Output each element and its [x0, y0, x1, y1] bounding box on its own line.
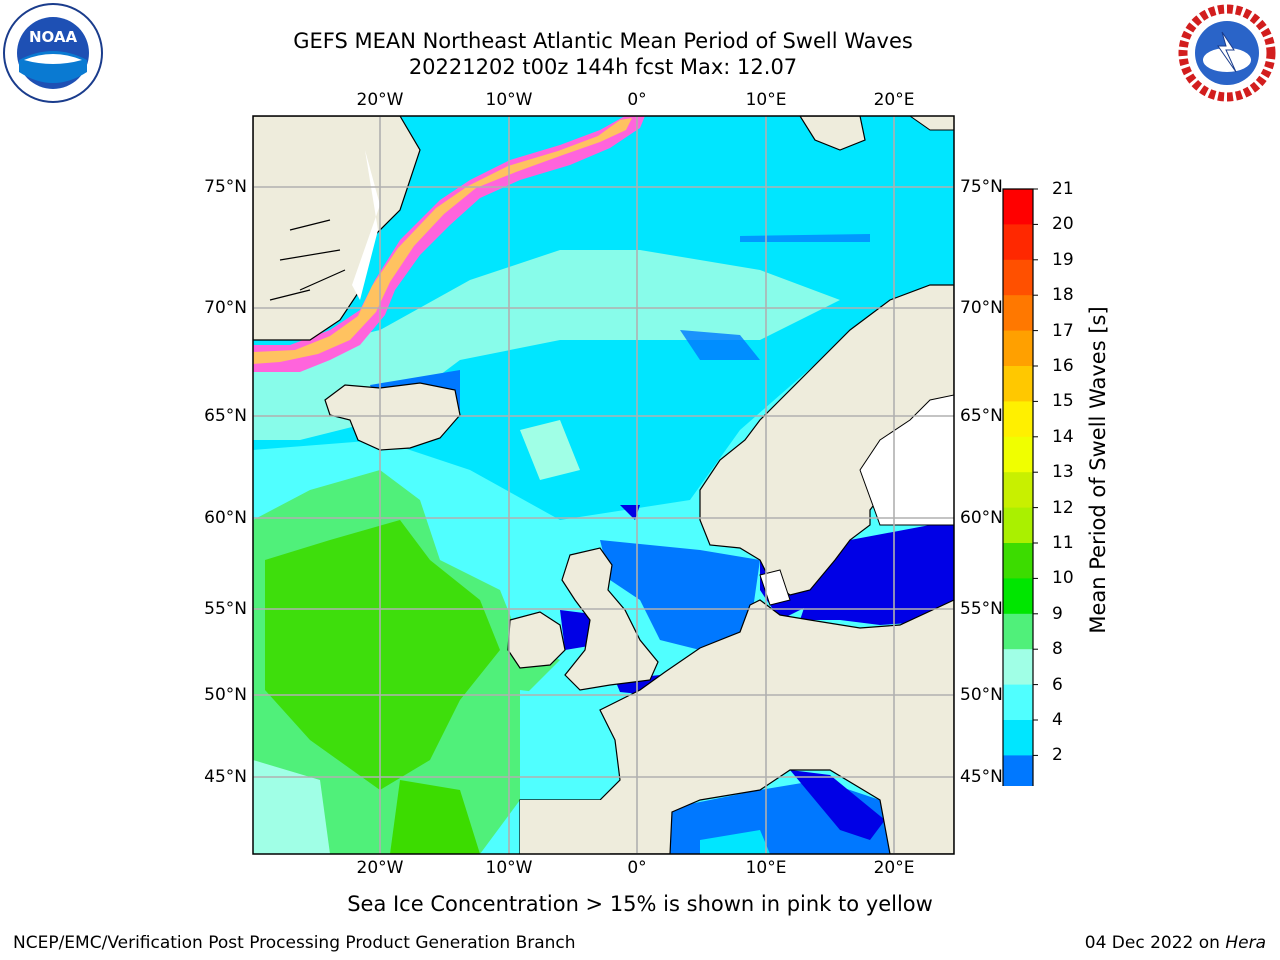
colorbar-tick-label: 15: [1052, 391, 1074, 412]
colorbar-tick-label: 4: [1052, 710, 1063, 730]
colorbar-segment: [1003, 259, 1033, 296]
footer-date: 04 Dec 2022 on Hera: [1085, 933, 1266, 953]
lat-label-right: 55°N: [960, 599, 1003, 619]
lon-label-bottom: 0°: [627, 858, 647, 878]
colorbar-segment: [1003, 401, 1033, 438]
lat-label-right: 60°N: [960, 508, 1003, 528]
lat-label-left: 60°N: [204, 508, 247, 528]
lat-label-left: 75°N: [204, 177, 247, 197]
colorbar-tick-label: 2: [1052, 745, 1063, 766]
great-britain-land: [561, 547, 659, 691]
colorbar-tick-label: 18: [1052, 285, 1074, 306]
colorbar-tick-label: 19: [1052, 249, 1074, 270]
colorbar-segment: [1003, 330, 1033, 367]
lat-label-right: 75°N: [960, 177, 1003, 197]
lat-label-left: 50°N: [204, 685, 247, 705]
colorbar-tick-label: 10: [1052, 568, 1074, 589]
colorbar-segment: [1003, 578, 1033, 615]
colorbar-segment: [1003, 755, 1033, 786]
continental-europe-land: [519, 560, 954, 854]
colorbar-title: Mean Period of Swell Waves [s]: [1086, 306, 1110, 634]
colorbar-segment: [1003, 613, 1033, 650]
svg-text:NOAA: NOAA: [29, 28, 78, 46]
colorbar-tick-label: 11: [1052, 533, 1074, 553]
colorbar-segment: [1003, 366, 1033, 402]
lat-label-left: 65°N: [204, 406, 247, 426]
lon-label-top: 10°E: [745, 90, 787, 110]
lon-label-top: 0°: [627, 90, 647, 110]
lat-label-left: 45°N: [204, 767, 247, 787]
footer-machine: Hera: [1225, 933, 1266, 953]
graticule: [253, 116, 954, 854]
colorbar-segment: [1003, 472, 1033, 509]
lon-label-top: 20°W: [356, 90, 404, 110]
lat-label-left: 55°N: [204, 599, 247, 619]
colorbar-tick-label: 20: [1052, 214, 1074, 235]
lon-label-bottom: 10°W: [485, 858, 533, 878]
lon-label-bottom: 20°E: [873, 858, 915, 878]
footer-branch: NCEP/EMC/Verification Post Processing Pr…: [13, 933, 576, 953]
lat-label-right: 50°N: [960, 685, 1003, 705]
lon-label-top: 10°W: [485, 90, 533, 110]
footer-date-text: 04 Dec 2022 on: [1084, 933, 1220, 953]
ireland-land: [507, 611, 566, 669]
lon-label-top: 20°E: [873, 90, 915, 110]
colorbar-tick-label: 21: [1052, 179, 1074, 199]
colorbar-segment: [1003, 720, 1033, 756]
lat-label-right: 45°N: [960, 767, 1003, 787]
colorbar-segment: [1003, 649, 1033, 686]
colorbar-tick-label: 8: [1052, 639, 1063, 660]
chart-title: GEFS MEAN Northeast Atlantic Mean Period…: [293, 29, 913, 53]
noaa-logo: NOAA: [2, 2, 104, 104]
nws-logo: [1176, 2, 1278, 104]
colorbar: [1002, 188, 1038, 786]
sea-ice-edge: [253, 116, 645, 372]
sea-ice-caption: Sea Ice Concentration > 15% is shown in …: [347, 892, 933, 916]
north-sea-short-swell: [600, 540, 760, 650]
colorbar-tick-label: 17: [1052, 320, 1074, 341]
colorbar-segment: [1003, 436, 1033, 473]
chart-subtitle: 20221202 t00z 144h fcst Max: 12.07: [408, 55, 798, 79]
colorbar-tick-label: 12: [1052, 497, 1074, 518]
colorbar-tick-label: 16: [1052, 356, 1074, 376]
colorbar-segment: [1003, 507, 1033, 544]
map-panel: [252, 115, 955, 855]
colorbar-segment: [1003, 189, 1033, 225]
lat-label-right: 65°N: [960, 406, 1003, 426]
lon-label-bottom: 10°E: [745, 858, 787, 878]
lon-label-bottom: 20°W: [356, 858, 404, 878]
colorbar-tick-label: 9: [1052, 603, 1063, 624]
colorbar-segment: [1003, 224, 1033, 261]
lat-label-right: 70°N: [960, 298, 1003, 318]
colorbar-segment: [1003, 684, 1033, 721]
colorbar-segment: [1003, 543, 1033, 579]
colorbar-tick-label: 14: [1052, 426, 1074, 447]
colorbar-tick-label: 13: [1052, 462, 1074, 483]
colorbar-outline: [1002, 188, 1034, 786]
colorbar-segment: [1003, 295, 1033, 332]
colorbar-tick-label: 6: [1052, 674, 1063, 695]
lat-label-left: 70°N: [204, 298, 247, 318]
